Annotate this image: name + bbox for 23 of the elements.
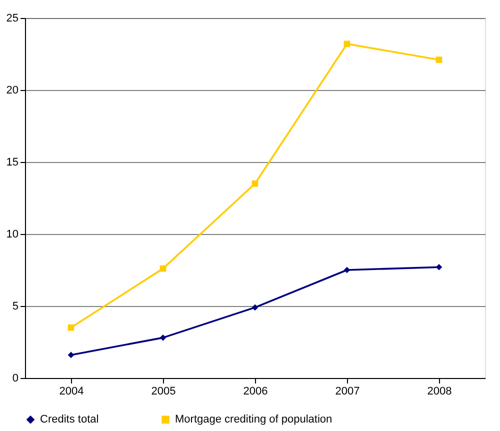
y-tick-label: 25: [6, 12, 18, 24]
x-tick-label: 2005: [151, 386, 176, 398]
x-tick-label: 2004: [59, 386, 84, 398]
y-tick-label: 15: [6, 156, 18, 168]
legend-label: Credits total: [40, 414, 99, 426]
point: [68, 352, 74, 358]
point: [160, 334, 166, 341]
x-tick-label: 2008: [427, 386, 452, 398]
x-tick-label: 2007: [335, 386, 360, 398]
y-tick-label: 0: [12, 372, 18, 384]
point: [436, 264, 442, 270]
x-tick-label: 2006: [243, 386, 268, 398]
y-tick-label: 10: [6, 228, 18, 240]
y-tick-label: 20: [6, 84, 18, 96]
point: [252, 304, 258, 311]
legend-label: Mortgage crediting of population: [175, 414, 332, 426]
point: [436, 56, 442, 63]
point: [252, 180, 258, 187]
point: [344, 266, 350, 274]
point: [344, 40, 350, 48]
point: [160, 265, 166, 272]
point: [68, 324, 74, 331]
y-tick-label: 5: [12, 300, 18, 312]
